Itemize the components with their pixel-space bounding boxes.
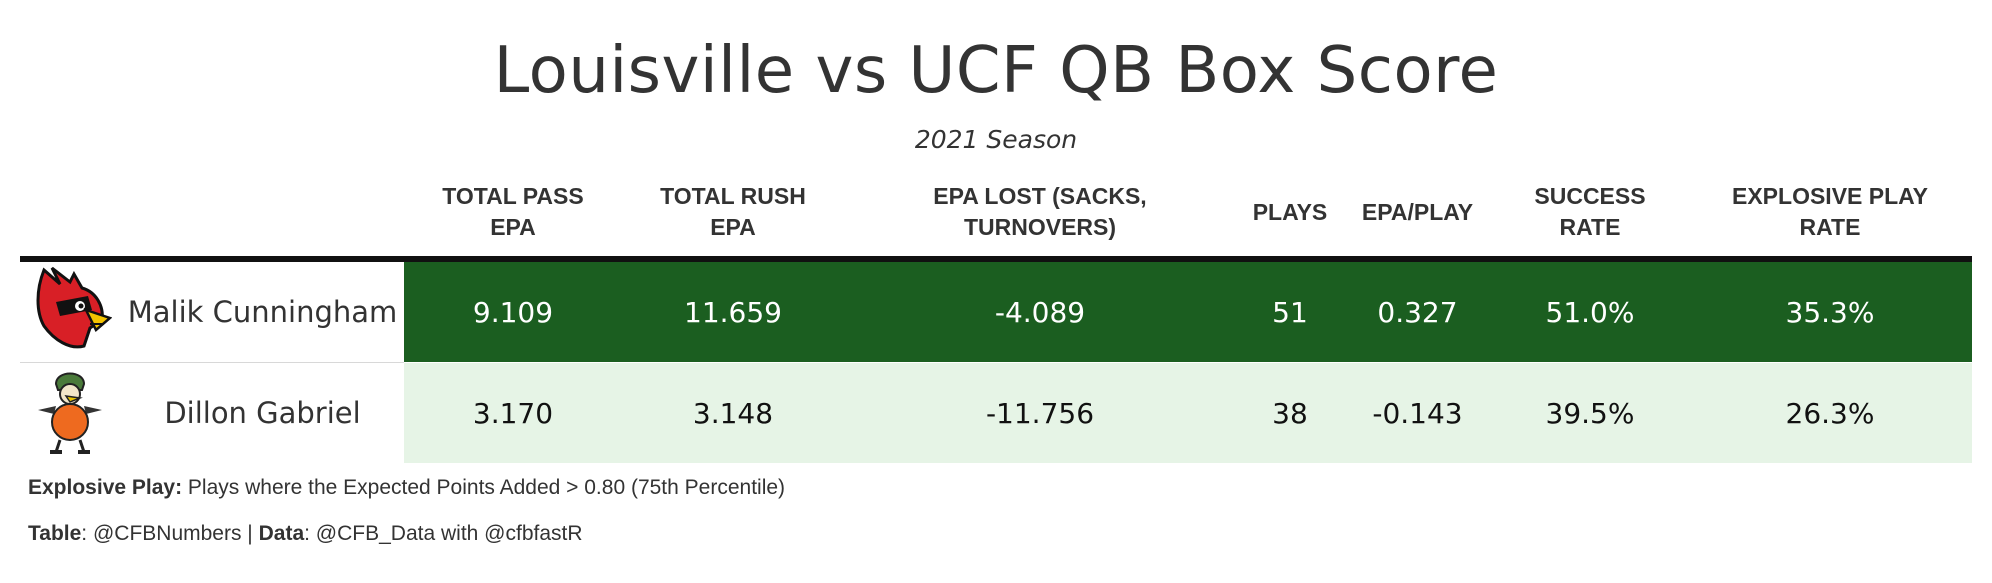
header-success-rate: SUCCESS RATE [1534, 183, 1646, 240]
cell-epa-per-play: 0.327 [1377, 295, 1458, 329]
header-plays: PLAYS [1252, 198, 1328, 225]
cell-total-pass-epa: 9.109 [472, 295, 554, 329]
row-divider [20, 362, 404, 363]
chart-title: Louisville vs UCF QB Box Score [493, 34, 1499, 108]
row-2-background [404, 363, 1972, 463]
header-explosive-play-rate: EXPLOSIVE PLAY RATE [1732, 183, 1928, 240]
cell-explosive-play-rate: 26.3% [1785, 396, 1875, 430]
footnote-explosive-play: Explosive Play: Plays where the Expected… [28, 476, 786, 499]
cell-plays: 38 [1272, 396, 1308, 430]
cell-total-rush-epa: 3.148 [692, 396, 774, 430]
header-total-pass-epa: TOTAL PASS EPA [442, 183, 584, 240]
cell-plays: 51 [1272, 295, 1308, 329]
cell-explosive-play-rate: 35.3% [1785, 295, 1875, 329]
cell-total-rush-epa: 11.659 [684, 295, 782, 329]
player-name: Malik Cunningham [127, 294, 398, 329]
louisville-cardinal-logo-icon [36, 266, 112, 349]
header-rule [20, 256, 1972, 262]
footnote-credits: Table: @CFBNumbers | Data: @CFB_Data wit… [28, 522, 583, 545]
cell-total-pass-epa: 3.170 [472, 396, 554, 430]
chart-subtitle: 2021 Season [914, 125, 1078, 154]
player-name: Dillon Gabriel [164, 395, 361, 430]
cell-epa-per-play: -0.143 [1372, 396, 1463, 430]
header-epa-per-play: EPA/PLAY [1361, 198, 1474, 225]
header-total-rush-epa: TOTAL RUSH EPA [660, 183, 806, 240]
row-1-background [404, 262, 1972, 362]
cell-epa-lost: -11.756 [985, 396, 1095, 430]
ucf-knight-logo-icon [38, 372, 102, 454]
cell-success-rate: 51.0% [1545, 295, 1635, 329]
cell-epa-lost: -4.089 [994, 295, 1086, 329]
header-epa-lost: EPA LOST (SACKS, TURNOVERS) [933, 183, 1147, 240]
cell-success-rate: 39.5% [1545, 396, 1635, 430]
